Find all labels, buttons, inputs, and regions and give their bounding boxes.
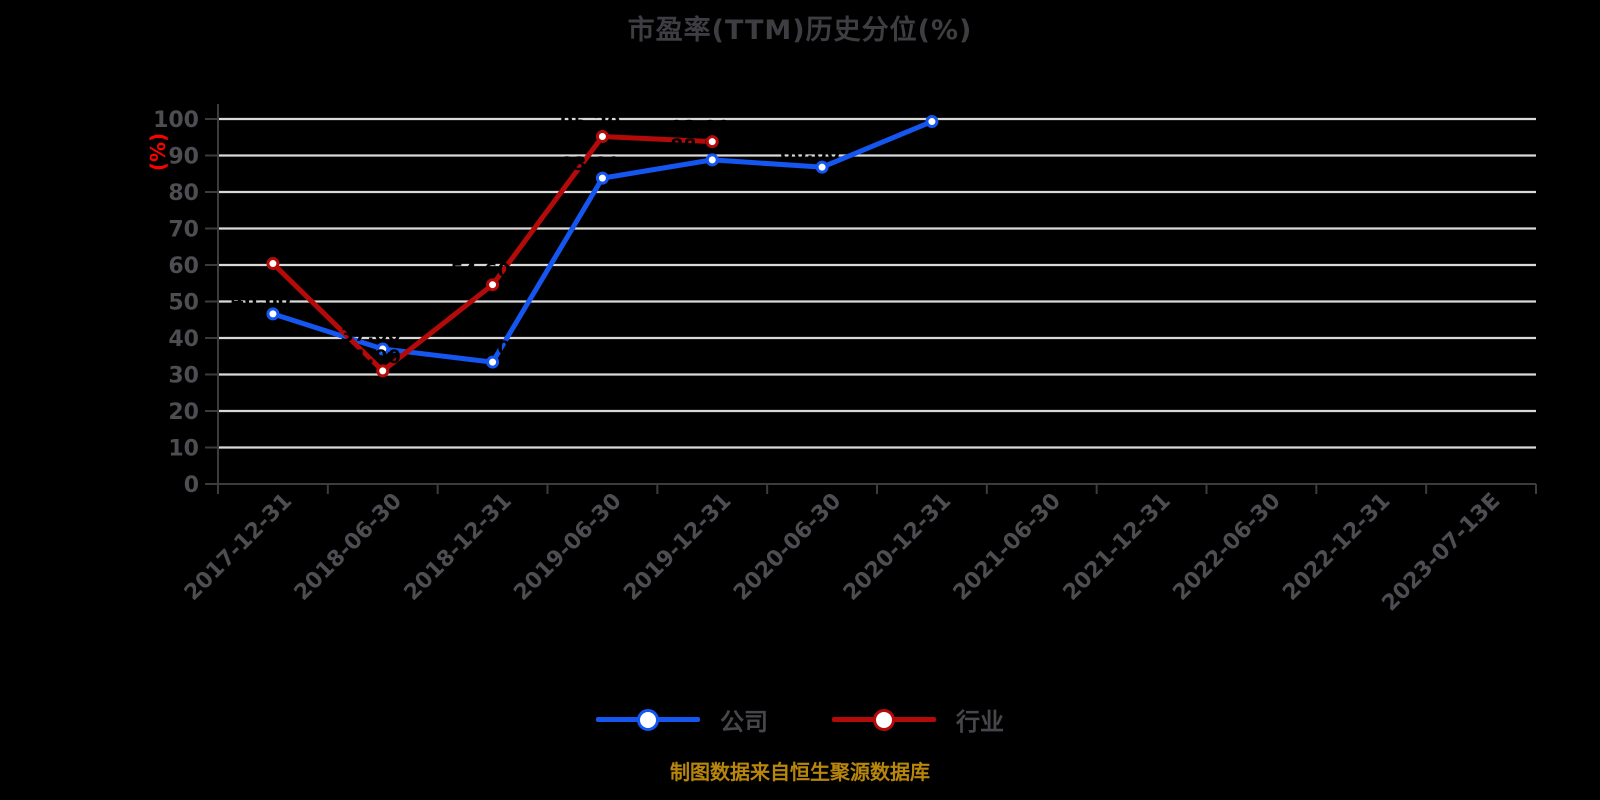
y-tick-label: 20 (168, 400, 199, 425)
company-data-label: 99.30 (890, 97, 950, 119)
industry-legend-label: 行业 (956, 708, 1004, 736)
industry-data-label: 54.60 (450, 260, 510, 282)
industry-data-point[interactable] (486, 278, 500, 292)
legend-item-industry[interactable]: 行业 (832, 702, 1004, 737)
x-tick-label: 2023-07-13E (1378, 489, 1506, 617)
x-tick-label: 2017-12-31 (180, 489, 297, 606)
x-tick-label: 2020-06-30 (729, 489, 846, 606)
company-data-point[interactable] (595, 171, 609, 185)
industry-data-point[interactable] (705, 135, 719, 149)
x-tick-label: 2021-12-31 (1059, 489, 1176, 606)
company-data-label: 37.00 (341, 324, 401, 346)
industry-data-point[interactable] (376, 364, 390, 378)
y-tick-label: 100 (153, 108, 199, 133)
y-tick-label: 70 (168, 218, 199, 243)
x-tick-label: 2018-06-30 (290, 489, 407, 606)
legend-item-company[interactable]: 公司 (596, 702, 768, 737)
data-source-caption: 制图数据来自恒生聚源数据库 (670, 760, 930, 784)
y-tick-label: 80 (168, 181, 199, 206)
y-tick-label: 60 (168, 254, 199, 279)
industry-data-label: 93.80 (670, 117, 730, 139)
company-legend-marker-icon (596, 708, 700, 731)
x-tick-label: 2020-12-31 (839, 489, 956, 606)
company-data-point[interactable] (925, 115, 939, 129)
industry-data-label: 31.00 (341, 346, 401, 368)
x-tick-label: 2022-12-31 (1278, 489, 1395, 606)
x-tick-label: 2022-06-30 (1168, 489, 1285, 606)
company-legend-dot-icon (637, 708, 659, 731)
chart-title: 市盈率(TTM)历史分位(%) (627, 15, 973, 46)
company-data-label: 46.60 (231, 289, 291, 311)
y-tick-label: 50 (168, 291, 199, 316)
y-tick-label: 40 (168, 327, 199, 352)
x-tick-label: 2019-12-31 (619, 489, 736, 606)
company-data-point[interactable] (815, 160, 829, 174)
company-data-label: 33.40 (450, 337, 510, 359)
industry-legend-marker-icon (832, 708, 936, 731)
legend: 公司 行业 (0, 702, 1600, 737)
company-legend-label: 公司 (720, 708, 768, 736)
industry-data-point[interactable] (595, 130, 609, 144)
industry-data-label: 60.40 (231, 239, 291, 261)
industry-data-point[interactable] (266, 257, 280, 271)
y-tick-label: 90 (168, 145, 199, 170)
company-data-point[interactable] (266, 307, 280, 321)
y-tick-label: 10 (168, 437, 199, 462)
company-data-label: 86.80 (780, 142, 840, 164)
company-data-point[interactable] (376, 342, 390, 356)
company-data-point[interactable] (486, 355, 500, 369)
y-tick-label: 0 (184, 473, 199, 498)
y-tick-label: 30 (168, 364, 199, 389)
industry-legend-dot-icon (873, 708, 895, 731)
company-data-label: 83.80 (560, 153, 620, 175)
industry-data-label: 95.20 (560, 112, 620, 134)
company-data-point[interactable] (705, 153, 719, 167)
x-tick-label: 2019-06-30 (509, 489, 626, 606)
x-tick-label: 2018-12-31 (400, 489, 517, 606)
x-tick-label: 2021-06-30 (949, 489, 1066, 606)
